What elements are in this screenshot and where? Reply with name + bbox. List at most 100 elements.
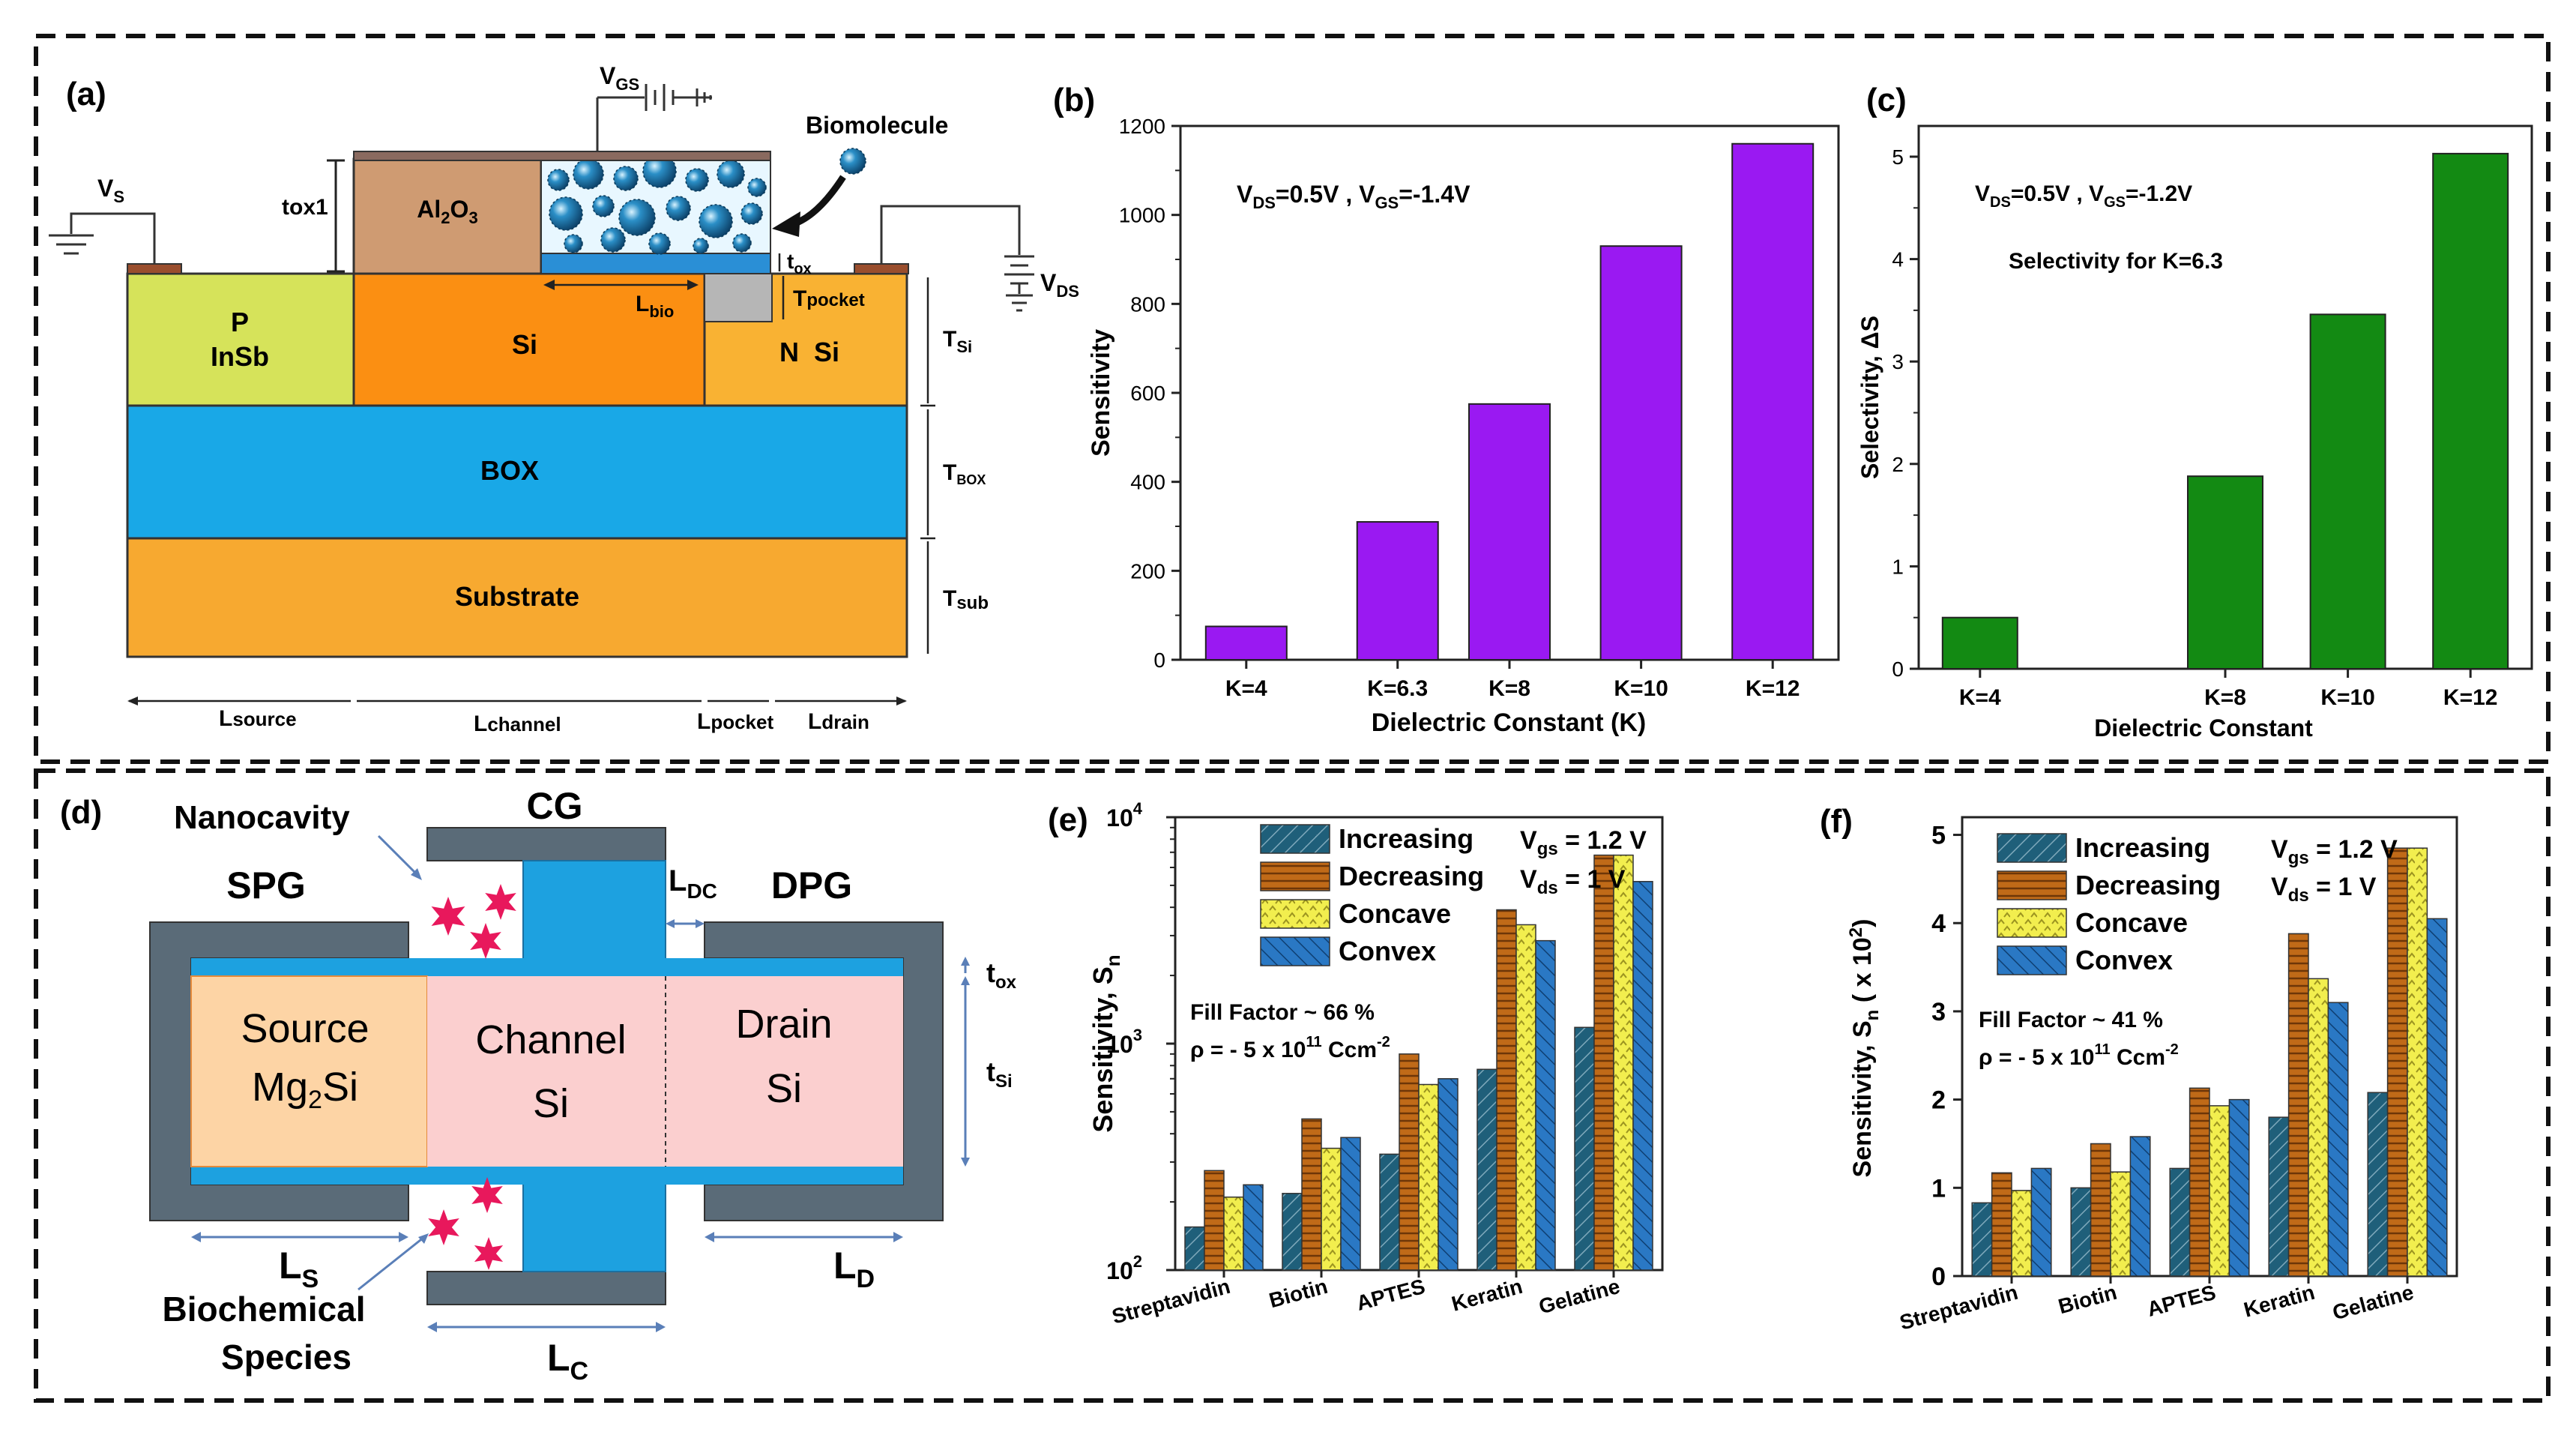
drain-label: Drain xyxy=(735,1002,832,1047)
biochemical-label: Biochemical xyxy=(163,1290,366,1329)
biomolecule-bubble xyxy=(648,232,671,255)
biomolecule-bubble xyxy=(573,158,604,190)
bar-K=10 xyxy=(2309,313,2386,670)
cg-top-electrode xyxy=(426,827,666,861)
tbox-label: TBOX xyxy=(943,460,986,487)
bar-Keratin-Increasing xyxy=(2268,1116,2290,1277)
panel-a-device-schematic: (a) P InSb Si N Si BOX Substrate Al2O3 xyxy=(49,62,1079,736)
bar-APTES-Decreasing xyxy=(1399,1053,1420,1271)
y-tick-label: 3 xyxy=(1892,350,1904,373)
box-layer xyxy=(126,404,908,540)
legend-swatch-Increasing xyxy=(1260,824,1330,854)
bottom-row-frame xyxy=(34,768,2551,1403)
legend-label-Increasing: Increasing xyxy=(1339,823,1473,854)
y-tick-label: 1200 xyxy=(1119,115,1165,138)
biomolecule-bubble xyxy=(732,233,752,253)
ldc-label: LDC xyxy=(669,864,717,903)
tox1-label: tox1 xyxy=(282,195,328,220)
x-tick-label: Streptavidin xyxy=(1897,1281,2020,1335)
x-tick-label: Gelatine xyxy=(1536,1275,1623,1319)
bar-Streptavidin-Concave xyxy=(1223,1196,1244,1271)
ld-label: LD xyxy=(833,1245,875,1293)
dpg-label: DPG xyxy=(771,864,852,906)
biomolecule-bubble xyxy=(699,204,733,238)
tpocket-label: Tpocket xyxy=(793,286,865,311)
drain-si-label: Si xyxy=(766,1066,802,1111)
bar-Gelatine-Increasing xyxy=(1574,1026,1595,1271)
bar-Biotin-Decreasing xyxy=(1301,1118,1322,1271)
y-tick-label: 3 xyxy=(1931,998,1946,1026)
bar-K=12 xyxy=(1731,142,1815,661)
bar-Gelatine-Concave xyxy=(1613,854,1634,1271)
bar-Keratin-Decreasing xyxy=(2287,933,2309,1277)
spg-label: SPG xyxy=(226,864,306,906)
x-tick-label: K=4 xyxy=(1225,676,1267,701)
bar-K=8 xyxy=(1468,403,1551,661)
legend-label-Increasing: Increasing xyxy=(2075,832,2210,863)
panel-e-sensitivity-log-chart: (e) Streptavidin Biotin APTES Keratin Gelati… xyxy=(1048,799,1664,1329)
bar-Keratin-Convex xyxy=(2327,1002,2349,1277)
biomolecule-bubble xyxy=(549,196,583,231)
insb-label: InSb xyxy=(211,341,269,372)
vds-battery-ground-icon xyxy=(1004,255,1034,312)
y-tick-label: 2 xyxy=(1892,453,1904,476)
y-tick-label: 0 xyxy=(1931,1263,1946,1291)
biomolecule-star-icon xyxy=(431,897,465,936)
y-tick-label: 2 xyxy=(1931,1086,1946,1115)
lchannel-label: Lchannel xyxy=(474,712,561,736)
biomolecule-star-icon xyxy=(470,923,501,959)
bar-Streptavidin-Convex xyxy=(2030,1167,2052,1277)
source-label: Source xyxy=(241,1006,369,1051)
nanocavity-label: Nanocavity xyxy=(174,799,350,836)
x-tick-label: K=6.3 xyxy=(1367,676,1428,701)
panel-e-vgs: Vgs = 1.2 V xyxy=(1520,826,1647,859)
source-region xyxy=(190,975,428,1167)
vgs-label: VGS xyxy=(600,62,639,94)
biomolecule-bubble xyxy=(592,195,615,217)
legend-label-Convex: Convex xyxy=(1339,936,1436,966)
biomolecule-star-icon xyxy=(471,1177,503,1213)
y-tick-label: 5 xyxy=(1892,145,1904,169)
x-tick-label: K=4 xyxy=(1959,685,2001,710)
panel-f-sensitivity-linear-chart: (f) Streptavidin Biotin APTES Keratin Gelati… xyxy=(1820,803,2458,1335)
tsub-label: Tsub xyxy=(943,586,989,613)
y-tick-label: 5 xyxy=(1931,822,1946,850)
y-tick-label: 600 xyxy=(1130,382,1165,405)
legend-label-Decreasing: Decreasing xyxy=(2075,870,2221,900)
bar-K=4 xyxy=(1941,616,2018,670)
panel-e-label: (e) xyxy=(1048,801,1088,838)
bar-K=12 xyxy=(2432,152,2509,670)
y-tick-label: 400 xyxy=(1130,471,1165,494)
biomolecule-bubble xyxy=(693,238,709,254)
biomolecule-bubble xyxy=(717,160,745,188)
legend-label-Convex: Convex xyxy=(2075,945,2173,975)
x-tick-label: Keratin xyxy=(2241,1281,2317,1322)
legend-swatch-Convex xyxy=(1997,945,2067,975)
vs-label: VS xyxy=(97,175,124,206)
bar-Biotin-Increasing xyxy=(1282,1193,1303,1271)
mg2si-label: Mg2Si xyxy=(252,1065,358,1114)
tox-label: tox xyxy=(787,250,812,277)
bar-Biotin-Convex xyxy=(2129,1136,2151,1277)
legend-label-Decreasing: Decreasing xyxy=(1339,861,1484,891)
bar-Biotin-Convex xyxy=(1340,1137,1361,1271)
bar-APTES-Convex xyxy=(1438,1078,1459,1271)
panel-c-ylabel: Selectivity, ΔS xyxy=(1856,316,1883,479)
box-label: BOX xyxy=(480,455,539,486)
al2o3-label: Al2O3 xyxy=(417,196,477,227)
ls-label: LS xyxy=(279,1245,319,1293)
x-tick-label: K=12 xyxy=(1746,676,1800,701)
y-tick-label: 104 xyxy=(1106,799,1143,831)
bar-K=4 xyxy=(1204,625,1288,661)
y-tick-label: 1000 xyxy=(1119,204,1165,227)
x-tick-label: K=10 xyxy=(2320,685,2375,710)
x-tick-label: K=8 xyxy=(1488,676,1530,701)
bar-Gelatine-Decreasing xyxy=(2386,847,2408,1277)
biomolecule-star-icon xyxy=(485,884,516,920)
legend-label-Concave: Concave xyxy=(1339,898,1451,929)
y-tick-label: 4 xyxy=(1892,248,1904,271)
panel-f-vds: Vds = 1 V xyxy=(2271,873,2377,906)
panel-d-device-schematic: (d) Nanocavity CG SPG DPG Source Mg2Si C… xyxy=(60,785,1017,1386)
legend-label-Concave: Concave xyxy=(2075,907,2188,938)
